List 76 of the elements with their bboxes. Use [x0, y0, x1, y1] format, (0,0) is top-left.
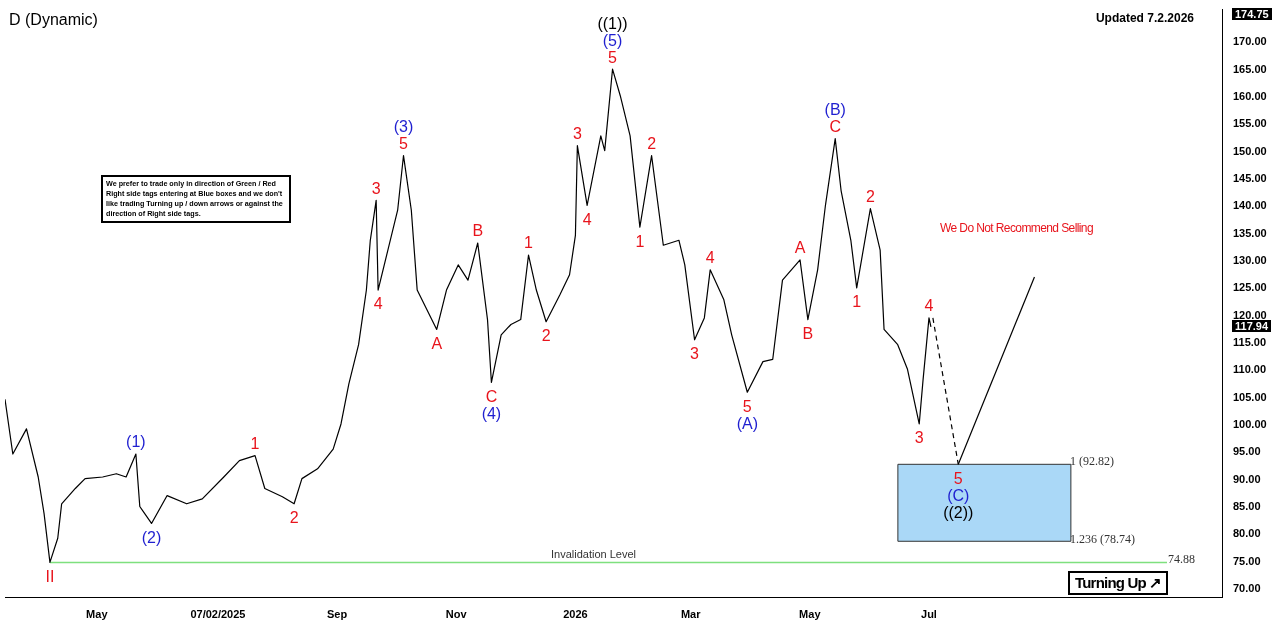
annotation: (5)	[602, 31, 623, 49]
annotation: 4	[582, 210, 592, 228]
y-tick-label: 170.00	[1233, 35, 1267, 48]
annotation: (3)	[393, 117, 414, 135]
y-tick-label: 120.00	[1233, 308, 1267, 321]
y-tick-label: 165.00	[1233, 62, 1267, 75]
x-tick-label: Jul	[921, 608, 937, 621]
annotation: B	[802, 324, 814, 342]
annotation: 3	[371, 179, 381, 197]
y-tick-label: 135.00	[1233, 226, 1267, 239]
y-tick-label: 145.00	[1233, 172, 1267, 185]
x-tick-label: Mar	[680, 608, 702, 621]
y-tick-label: 160.00	[1233, 90, 1267, 103]
annotation: 5	[399, 134, 409, 152]
annotation: 5	[608, 48, 618, 66]
y-tick-label: 70.00	[1233, 582, 1261, 595]
annotation: 4	[373, 295, 383, 313]
annotation: 1	[635, 232, 645, 250]
annotation: 3	[914, 429, 924, 447]
annotation: 4	[705, 249, 715, 267]
annotation: ((1))	[597, 14, 628, 32]
annotation: II	[45, 567, 55, 585]
y-tick-label: 125.00	[1233, 281, 1267, 294]
y-tick-label: 90.00	[1233, 472, 1261, 485]
y-tick-label: 110.00	[1233, 363, 1267, 376]
annotation: C	[485, 387, 498, 405]
y-tick-label: 105.00	[1233, 390, 1267, 403]
annotation: 1	[852, 293, 862, 311]
annotation: 4	[924, 297, 934, 315]
annotation: 3	[572, 125, 582, 143]
annotation: We Do Not Recommend Selling	[940, 221, 1093, 235]
x-tick-label: May	[86, 608, 109, 621]
x-tick-label: May	[799, 608, 822, 621]
y-tick-label: 155.00	[1233, 117, 1267, 130]
annotation: Turning Up ↗	[1068, 571, 1169, 595]
annotation: C	[829, 118, 841, 136]
annotation: B	[472, 222, 484, 240]
annotation: (4)	[481, 404, 502, 422]
annotation: (C)	[947, 486, 970, 504]
annotation: (1)	[126, 433, 146, 451]
annotation: 1	[250, 435, 260, 453]
ref-line-label: Invalidation Level	[550, 548, 637, 561]
y-tick-label: 115.00	[1233, 336, 1267, 349]
annotation: (B)	[824, 101, 846, 119]
x-tick-label: 2026	[563, 608, 588, 621]
annotation: 1 (92.82)	[1070, 454, 1114, 469]
annotation: 3	[690, 345, 700, 363]
annotation: 2	[289, 509, 299, 527]
annotation: 2	[647, 134, 657, 152]
annotation: 1	[524, 234, 534, 252]
annotation: A	[794, 239, 806, 257]
annotation: Updated 7.2.2026	[1095, 11, 1194, 25]
y-tick-label: 150.00	[1233, 144, 1267, 157]
y-tick-label: 100.00	[1233, 418, 1267, 431]
y-tick-label: 140.00	[1233, 199, 1267, 212]
annotation: (2)	[141, 528, 162, 546]
chart-title: D (Dynamic)	[9, 11, 98, 29]
annotation: 74.88	[1168, 552, 1195, 567]
annotation: 5	[742, 397, 752, 415]
annotation: 2	[865, 187, 875, 205]
y-tick-label: 75.00	[1233, 554, 1261, 567]
x-tick-label: Nov	[445, 608, 468, 621]
annotation: 5	[953, 469, 963, 487]
text: 174.75	[1232, 8, 1272, 20]
y-tick-label: 130.00	[1233, 254, 1267, 267]
annotation: 1.236 (78.74)	[1070, 532, 1135, 547]
y-tick-label: 85.00	[1233, 500, 1261, 513]
x-tick-label: 07/02/2025	[190, 608, 246, 621]
y-tick-label: 95.00	[1233, 445, 1261, 458]
annotation: A	[431, 334, 443, 352]
x-tick-label: Sep	[326, 608, 348, 621]
text: 117.94	[1232, 320, 1272, 332]
annotation: (A)	[736, 414, 758, 432]
annotation: ((2))	[943, 503, 974, 521]
y-tick-label: 80.00	[1233, 527, 1261, 540]
annotation: 2	[541, 327, 551, 345]
